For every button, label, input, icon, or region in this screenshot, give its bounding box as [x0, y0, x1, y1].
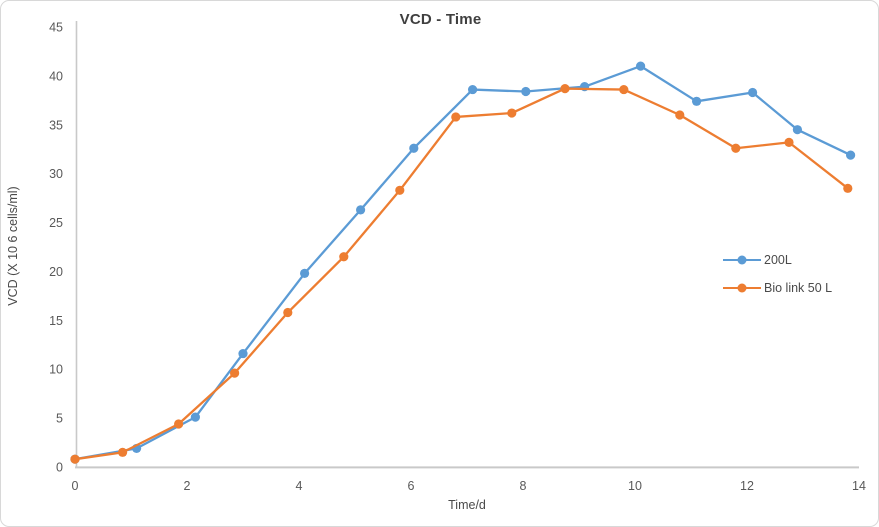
legend-line-marker-icon [723, 283, 761, 293]
svg-text:45: 45 [49, 21, 63, 35]
svg-text:12: 12 [740, 479, 754, 493]
svg-text:0: 0 [72, 479, 79, 493]
chart-title: VCD - Time [399, 11, 482, 28]
svg-text:6: 6 [408, 479, 415, 493]
svg-text:10: 10 [628, 479, 642, 493]
svg-text:2: 2 [184, 479, 191, 493]
legend-item-biolink-50l: Bio link 50 L [723, 281, 832, 295]
svg-text:35: 35 [49, 118, 63, 132]
legend-dot-icon [737, 255, 747, 265]
svg-text:10: 10 [49, 363, 63, 377]
legend-label-200l: 200L [764, 253, 792, 267]
x-axis-title: Time/d [448, 498, 486, 512]
legend-label-biolink-50l: Bio link 50 L [764, 281, 833, 295]
svg-text:4: 4 [296, 479, 303, 493]
svg-text:5: 5 [56, 412, 63, 426]
svg-text:20: 20 [49, 265, 63, 279]
legend: 200L Bio link 50 L [723, 253, 832, 295]
svg-text:8: 8 [520, 479, 527, 493]
legend-line-marker-icon [723, 255, 761, 265]
svg-text:40: 40 [49, 69, 63, 83]
svg-text:0: 0 [56, 461, 63, 475]
legend-item-200l: 200L [723, 253, 832, 267]
svg-text:30: 30 [49, 167, 63, 181]
svg-text:14: 14 [852, 479, 866, 493]
svg-text:15: 15 [49, 314, 63, 328]
svg-text:25: 25 [49, 216, 63, 230]
y-axis-title: VCD (X 10 6 cells/ml) [6, 186, 20, 306]
legend-dot-icon [737, 283, 747, 293]
